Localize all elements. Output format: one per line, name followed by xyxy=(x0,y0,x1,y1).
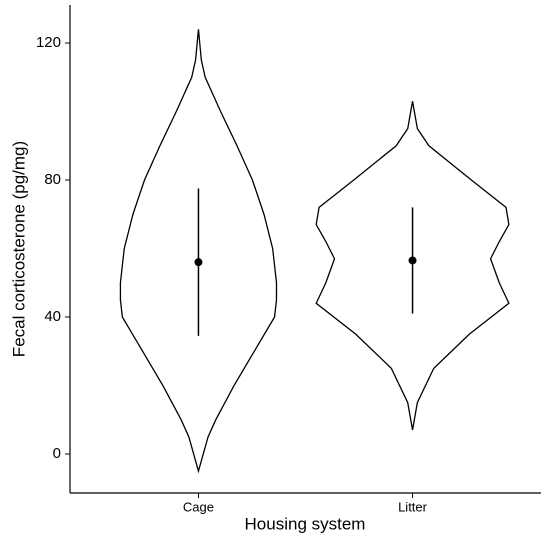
x-tick-label: Litter xyxy=(398,499,428,514)
mean-point xyxy=(194,258,203,267)
y-axis-title: Fecal corticosterone (pg/mg) xyxy=(9,141,28,357)
y-tick-label: 120 xyxy=(36,34,61,51)
y-tick-label: 40 xyxy=(44,308,61,325)
mean-point xyxy=(408,256,417,265)
y-tick-label: 80 xyxy=(44,171,61,188)
x-axis-title: Housing system xyxy=(245,514,366,533)
violin xyxy=(315,101,510,431)
violin xyxy=(119,29,278,474)
x-tick-label: Cage xyxy=(183,499,214,514)
y-tick-label: 0 xyxy=(53,445,61,462)
